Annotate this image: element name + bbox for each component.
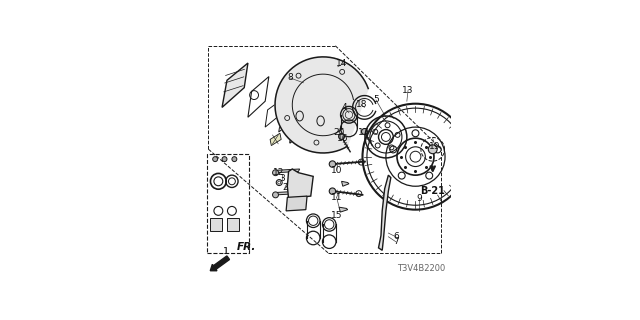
Text: 14: 14 [336, 59, 348, 68]
Text: B-21: B-21 [420, 186, 445, 196]
Text: 17: 17 [358, 128, 369, 137]
Text: T3V4B2200: T3V4B2200 [397, 264, 445, 273]
Circle shape [362, 129, 367, 134]
FancyArrow shape [211, 256, 230, 271]
Text: 19: 19 [429, 142, 441, 151]
Polygon shape [210, 218, 222, 231]
Text: 5: 5 [373, 95, 379, 105]
Polygon shape [276, 191, 300, 195]
Text: FR.: FR. [237, 242, 256, 252]
Bar [207, 154, 249, 253]
Circle shape [273, 170, 278, 176]
Polygon shape [342, 181, 349, 186]
Polygon shape [378, 175, 391, 250]
Polygon shape [339, 207, 348, 212]
Text: 12: 12 [273, 168, 284, 177]
Polygon shape [287, 169, 313, 198]
Text: 9: 9 [416, 194, 422, 203]
Circle shape [329, 161, 335, 167]
Circle shape [329, 188, 335, 194]
Circle shape [273, 192, 278, 198]
Text: 20: 20 [333, 128, 344, 137]
Text: 15: 15 [331, 211, 342, 220]
Text: 10: 10 [331, 166, 342, 175]
Text: 3: 3 [279, 174, 285, 183]
Text: 8: 8 [287, 73, 292, 82]
Polygon shape [270, 133, 281, 146]
Text: 6: 6 [393, 232, 399, 241]
Polygon shape [286, 196, 307, 211]
Circle shape [428, 145, 437, 154]
Polygon shape [222, 63, 248, 108]
Text: 11: 11 [331, 193, 342, 202]
Polygon shape [275, 57, 368, 153]
Text: 7: 7 [393, 237, 399, 246]
Polygon shape [276, 169, 300, 173]
Circle shape [232, 157, 237, 162]
Text: 4: 4 [341, 103, 347, 112]
Text: 18: 18 [355, 100, 367, 109]
Text: 13: 13 [403, 86, 414, 95]
Polygon shape [227, 218, 239, 231]
Text: 1: 1 [223, 247, 228, 256]
Circle shape [222, 157, 227, 162]
Text: 16: 16 [337, 134, 348, 143]
Text: 2: 2 [282, 183, 288, 192]
Circle shape [212, 157, 218, 162]
Polygon shape [290, 90, 311, 143]
Circle shape [339, 133, 344, 140]
